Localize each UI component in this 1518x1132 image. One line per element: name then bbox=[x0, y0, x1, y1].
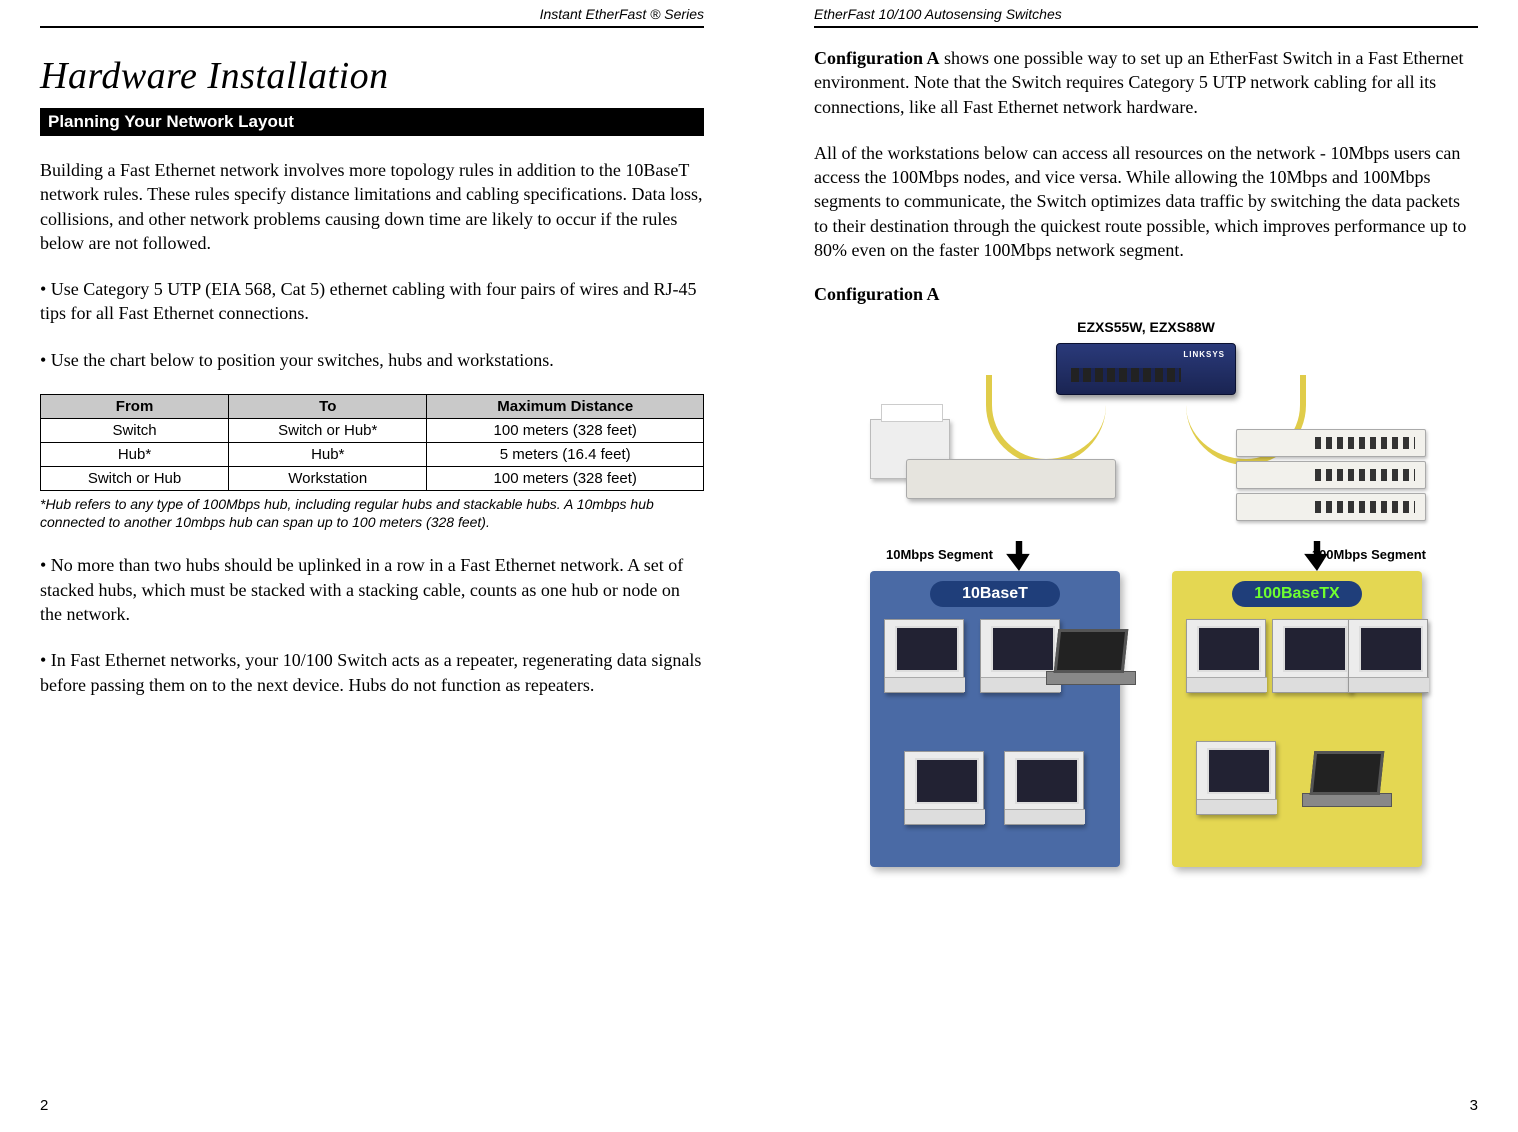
hub-10mbps-icon bbox=[906, 459, 1116, 499]
table-row: Hub* Hub* 5 meters (16.4 feet) bbox=[41, 443, 704, 467]
body-paragraph: • In Fast Ethernet networks, your 10/100… bbox=[40, 648, 704, 697]
segment-label-10: 10Mbps Segment bbox=[886, 547, 993, 562]
distance-table: From To Maximum Distance Switch Switch o… bbox=[40, 394, 704, 491]
config-a-lead: Configuration A bbox=[814, 48, 940, 68]
segment-100-panel: 100BaseTX bbox=[1172, 571, 1422, 867]
workstation-icon bbox=[1004, 751, 1084, 825]
table-cell: Hub* bbox=[229, 443, 427, 467]
table-cell: 100 meters (328 feet) bbox=[427, 467, 704, 491]
body-paragraph: Configuration A shows one possible way t… bbox=[814, 46, 1478, 119]
workstation-icon bbox=[1348, 619, 1428, 693]
table-cell: Switch or Hub bbox=[41, 467, 229, 491]
switch-model-label: EZXS55W, EZXS88W bbox=[866, 319, 1426, 335]
table-header: Maximum Distance bbox=[427, 395, 704, 419]
workstation-icon bbox=[904, 751, 984, 825]
table-cell: Switch bbox=[41, 419, 229, 443]
laptop-icon bbox=[1302, 751, 1392, 811]
workstation-icon bbox=[1186, 619, 1266, 693]
workstation-icon bbox=[1272, 619, 1352, 693]
table-row: Switch or Hub Workstation 100 meters (32… bbox=[41, 467, 704, 491]
segment-10-panel: 10BaseT bbox=[870, 571, 1120, 867]
arrow-down-icon bbox=[1304, 541, 1330, 571]
config-title: Configuration A bbox=[814, 284, 1478, 305]
page-title: Hardware Installation bbox=[40, 54, 704, 98]
laptop-icon bbox=[1046, 629, 1136, 689]
body-paragraph: • Use Category 5 UTP (EIA 568, Cat 5) et… bbox=[40, 277, 704, 326]
table-header: From bbox=[41, 395, 229, 419]
switch-brand-label: LINKSYS bbox=[1183, 350, 1225, 359]
table-header-row: From To Maximum Distance bbox=[41, 395, 704, 419]
body-paragraph: • No more than two hubs should be uplink… bbox=[40, 553, 704, 626]
body-paragraph: All of the workstations below can access… bbox=[814, 141, 1478, 262]
page-header-right: EtherFast 10/100 Autosensing Switches bbox=[814, 0, 1478, 28]
table-row: Switch Switch or Hub* 100 meters (328 fe… bbox=[41, 419, 704, 443]
body-paragraph: Building a Fast Ethernet network involve… bbox=[40, 158, 704, 255]
table-footnote: *Hub refers to any type of 100Mbps hub, … bbox=[40, 495, 704, 531]
arrow-down-icon bbox=[1006, 541, 1032, 571]
segment-100-pill: 100BaseTX bbox=[1232, 581, 1362, 607]
left-page: Instant EtherFast ® Series Hardware Inst… bbox=[40, 0, 704, 1132]
table-cell: 100 meters (328 feet) bbox=[427, 419, 704, 443]
table-cell: 5 meters (16.4 feet) bbox=[427, 443, 704, 467]
table-header: To bbox=[229, 395, 427, 419]
page-header-left: Instant EtherFast ® Series bbox=[40, 0, 704, 28]
page-number: 3 bbox=[1470, 1097, 1478, 1114]
workstation-icon bbox=[1196, 741, 1276, 815]
section-heading: Planning Your Network Layout bbox=[40, 108, 704, 136]
cable-icon bbox=[986, 375, 1106, 465]
page-number: 2 bbox=[40, 1097, 48, 1114]
right-page: EtherFast 10/100 Autosensing Switches Co… bbox=[814, 0, 1478, 1132]
hub-100mbps-stack-icon bbox=[1236, 429, 1426, 525]
segment-10-pill: 10BaseT bbox=[930, 581, 1060, 607]
table-cell: Switch or Hub* bbox=[229, 419, 427, 443]
table-cell: Hub* bbox=[41, 443, 229, 467]
hub-icon bbox=[1236, 429, 1426, 457]
workstation-icon bbox=[884, 619, 964, 693]
table-cell: Workstation bbox=[229, 467, 427, 491]
network-diagram: EZXS55W, EZXS88W LINKSYS 10Mbps Segment … bbox=[866, 319, 1426, 879]
body-paragraph: • Use the chart below to position your s… bbox=[40, 348, 704, 372]
hub-icon bbox=[1236, 493, 1426, 521]
hub-icon bbox=[1236, 461, 1426, 489]
